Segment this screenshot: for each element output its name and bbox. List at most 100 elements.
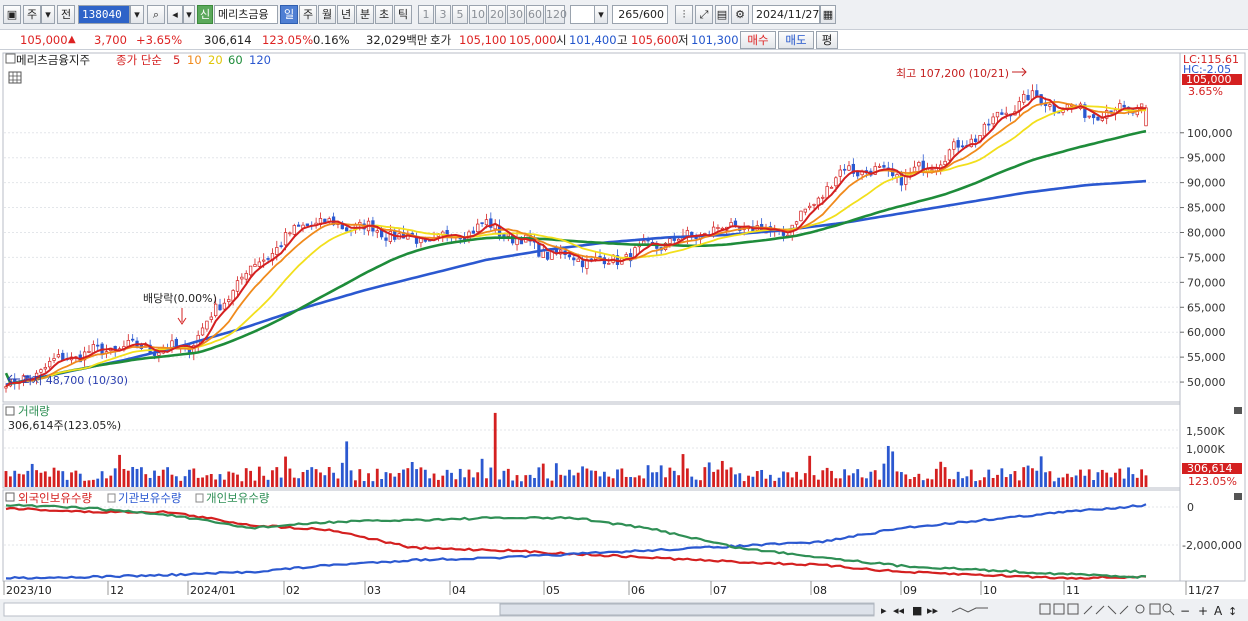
settings-circle-icon[interactable] bbox=[1135, 604, 1145, 614]
zoom-in-icon[interactable]: + bbox=[1198, 604, 1208, 618]
interval-button-3[interactable]: 3 bbox=[435, 5, 451, 24]
candle-body bbox=[227, 299, 231, 303]
candle-body bbox=[1026, 94, 1030, 101]
period-button-5[interactable]: 초 bbox=[375, 5, 393, 24]
candle-body bbox=[345, 227, 349, 232]
candle-body bbox=[960, 145, 965, 148]
volume-bar bbox=[520, 481, 523, 487]
interval-button-60[interactable]: 60 bbox=[526, 5, 544, 24]
volume-bar bbox=[52, 467, 56, 487]
candle-body bbox=[607, 262, 611, 265]
volume-bar bbox=[873, 470, 877, 487]
interval-button-30[interactable]: 30 bbox=[507, 5, 525, 24]
scrollbar-thumb[interactable] bbox=[499, 603, 875, 616]
candle-body bbox=[1096, 116, 1100, 121]
copy-icon[interactable] bbox=[1149, 603, 1161, 615]
chu-button[interactable]: 주 bbox=[23, 5, 41, 24]
save-icon[interactable]: ▤ bbox=[715, 5, 729, 24]
candle-body bbox=[235, 280, 240, 292]
sell-button[interactable]: 매도 bbox=[778, 31, 814, 49]
code-dropdown-icon[interactable]: ▾ bbox=[130, 5, 144, 24]
speaker-icon[interactable]: ◂ bbox=[167, 5, 183, 24]
candle-body bbox=[572, 257, 576, 261]
low-price: 101,300 bbox=[691, 33, 739, 47]
candle-body bbox=[375, 230, 379, 233]
volume-bar bbox=[476, 472, 480, 487]
font-size-icon[interactable]: A bbox=[1214, 604, 1223, 618]
search-icon[interactable]: ⌕ bbox=[147, 5, 165, 24]
interval-button-20[interactable]: 20 bbox=[488, 5, 506, 24]
interval-button-1[interactable]: 1 bbox=[418, 5, 434, 24]
interval-button-5[interactable]: 5 bbox=[452, 5, 468, 24]
volume-bar bbox=[677, 475, 681, 487]
x-tick-label: 05 bbox=[546, 584, 560, 597]
period-button-6[interactable]: 틱 bbox=[394, 5, 412, 24]
candle-body bbox=[676, 238, 681, 242]
turnover-rate: 0.16% bbox=[313, 33, 350, 47]
buy-button[interactable]: 매수 bbox=[740, 31, 776, 49]
volume-bar bbox=[188, 469, 191, 487]
draw-tool-icon[interactable]: ⤢ bbox=[695, 5, 713, 24]
volume-bar bbox=[585, 468, 589, 487]
interval-dropdown-icon[interactable]: ▾ bbox=[594, 5, 608, 24]
candle-body bbox=[506, 233, 510, 237]
zoom-reset-icon[interactable]: ↕ bbox=[1228, 605, 1237, 618]
grid-table-icon[interactable] bbox=[8, 71, 22, 84]
volume-bar bbox=[572, 475, 576, 487]
period-button-3[interactable]: 년 bbox=[337, 5, 355, 24]
change-arrow-icon: ▲ bbox=[68, 34, 76, 45]
candle-body bbox=[43, 367, 47, 370]
date-input[interactable]: 2024/11/27 bbox=[752, 5, 820, 24]
interval-button-120[interactable]: 120 bbox=[545, 5, 567, 24]
zoom-out-icon[interactable]: − bbox=[1180, 604, 1190, 618]
candle-body bbox=[26, 375, 30, 379]
stock-chart[interactable]: 메리츠금융지주 종가 단순 5 10 20 60 120 최고 107,200 … bbox=[0, 50, 1248, 621]
period-button-2[interactable]: 월 bbox=[318, 5, 336, 24]
draw-tools-icons[interactable] bbox=[1083, 605, 1129, 615]
speaker-dropdown-icon[interactable]: ▾ bbox=[183, 5, 195, 24]
volume-bar bbox=[205, 475, 209, 487]
calendar-icon[interactable]: ▦ bbox=[820, 5, 836, 24]
volume-bar bbox=[747, 475, 750, 487]
volume-bar bbox=[1044, 472, 1047, 487]
scroll-right-icon[interactable]: ▸ bbox=[881, 604, 887, 617]
layout-icon-1[interactable] bbox=[1039, 603, 1051, 615]
holding-panel-collapse-icon[interactable] bbox=[5, 492, 15, 502]
rewind-icon[interactable]: ◂◂ bbox=[893, 604, 905, 617]
candle-body bbox=[1000, 112, 1004, 115]
candle-body bbox=[480, 222, 484, 224]
count-field[interactable]: 265/600 bbox=[612, 5, 668, 24]
volume-panel-collapse-icon[interactable] bbox=[5, 406, 15, 416]
volume-bar bbox=[288, 468, 292, 487]
volume-bar bbox=[882, 463, 886, 487]
period-button-1[interactable]: 주 bbox=[299, 5, 317, 24]
period-button-4[interactable]: 분 bbox=[356, 5, 374, 24]
price-tick-label: 55,000 bbox=[1187, 351, 1226, 364]
institution-holding-label: 기관보유수량 bbox=[118, 491, 182, 505]
ma-label-120: 120 bbox=[249, 53, 271, 67]
high-annotation: 최고 107,200 (10/21) bbox=[896, 67, 1009, 80]
volume-bar bbox=[865, 478, 868, 487]
zoom-search-icon[interactable] bbox=[1162, 603, 1172, 613]
layout-icon-3[interactable] bbox=[1067, 603, 1079, 615]
holding-panel-close-icon[interactable] bbox=[1234, 493, 1242, 500]
period-button-0[interactable]: 일 bbox=[280, 5, 298, 24]
stock-code-input[interactable]: 138040 bbox=[78, 5, 130, 24]
volume-bar bbox=[729, 467, 733, 487]
zoom-slider-icon[interactable] bbox=[951, 607, 988, 613]
candle-type-icon[interactable]: ⫶ bbox=[675, 5, 693, 24]
volume-bar bbox=[1074, 475, 1078, 487]
panel-collapse-icon[interactable] bbox=[5, 53, 16, 64]
interval-button-10[interactable]: 10 bbox=[469, 5, 487, 24]
stop-icon[interactable]: ■ bbox=[912, 604, 922, 617]
window-menu-icon[interactable]: ▣ bbox=[3, 5, 21, 24]
forward-icon[interactable]: ▸▸ bbox=[927, 604, 939, 617]
credit-badge[interactable]: 신 bbox=[197, 5, 213, 24]
gear-icon[interactable]: ⚙ bbox=[731, 5, 749, 24]
jeon-button[interactable]: 전 bbox=[57, 5, 75, 24]
chu-dropdown-icon[interactable]: ▾ bbox=[41, 5, 55, 24]
volume-panel-close-icon[interactable] bbox=[1234, 407, 1242, 414]
bid-price: 105,100 bbox=[459, 33, 507, 47]
eval-button[interactable]: 평 bbox=[816, 31, 838, 49]
layout-icon-2[interactable] bbox=[1053, 603, 1065, 615]
